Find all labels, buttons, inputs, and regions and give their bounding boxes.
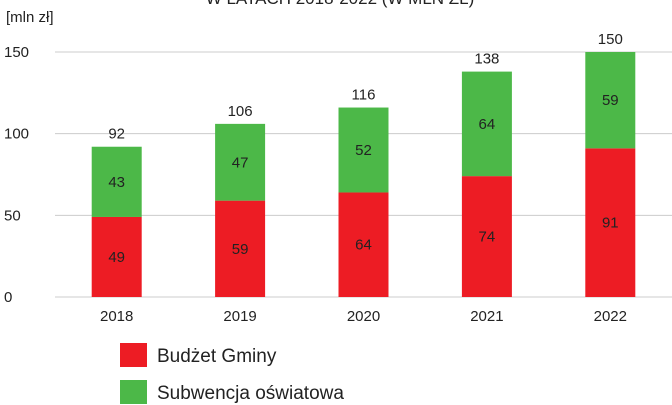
value-label: 64 bbox=[355, 237, 372, 254]
bar-segment bbox=[91, 216, 142, 297]
bar-segment bbox=[215, 200, 266, 297]
x-tick-label: 2021 bbox=[470, 308, 503, 325]
total-label: 138 bbox=[474, 51, 499, 68]
x-tick-label: 2022 bbox=[594, 308, 627, 325]
y-tick-label: 50 bbox=[4, 207, 21, 224]
x-tick-label: 2020 bbox=[347, 308, 380, 325]
total-label: 150 bbox=[598, 31, 623, 48]
total-label: 106 bbox=[228, 103, 253, 120]
y-axis-label: [mln zł] bbox=[6, 9, 54, 26]
legend-swatch bbox=[120, 380, 147, 404]
value-label: 59 bbox=[602, 92, 619, 109]
x-tick-label: 2019 bbox=[223, 308, 256, 325]
value-label: 74 bbox=[479, 229, 496, 246]
value-label: 49 bbox=[108, 249, 125, 266]
bar-segment bbox=[215, 123, 266, 201]
bar-segment bbox=[585, 52, 636, 149]
total-label: 116 bbox=[352, 87, 376, 104]
bar-segment bbox=[585, 148, 636, 297]
y-tick-label: 100 bbox=[4, 126, 29, 143]
legend-swatch bbox=[120, 343, 147, 367]
value-label: 52 bbox=[355, 142, 372, 159]
y-tick-label: 0 bbox=[4, 289, 12, 306]
bar-segment bbox=[338, 192, 389, 297]
bar-segment bbox=[461, 71, 512, 177]
value-label: 59 bbox=[232, 241, 249, 258]
value-label: 64 bbox=[479, 116, 496, 133]
total-label: 92 bbox=[108, 126, 125, 143]
value-label: 91 bbox=[602, 215, 619, 232]
value-label: 47 bbox=[232, 154, 249, 171]
value-label: 43 bbox=[108, 174, 125, 191]
y-tick-label: 150 bbox=[4, 44, 29, 61]
bar-segment bbox=[91, 146, 142, 217]
legend-label: Budżet Gminy bbox=[157, 346, 277, 367]
bar-segment bbox=[461, 176, 512, 297]
bar-segment bbox=[338, 107, 389, 193]
x-tick-label: 2018 bbox=[100, 308, 133, 325]
chart-title: W LATACH 2018-2022 (W MLN ZŁ) bbox=[206, 0, 475, 8]
legend-label: Subwencja oświatowa bbox=[157, 383, 344, 404]
